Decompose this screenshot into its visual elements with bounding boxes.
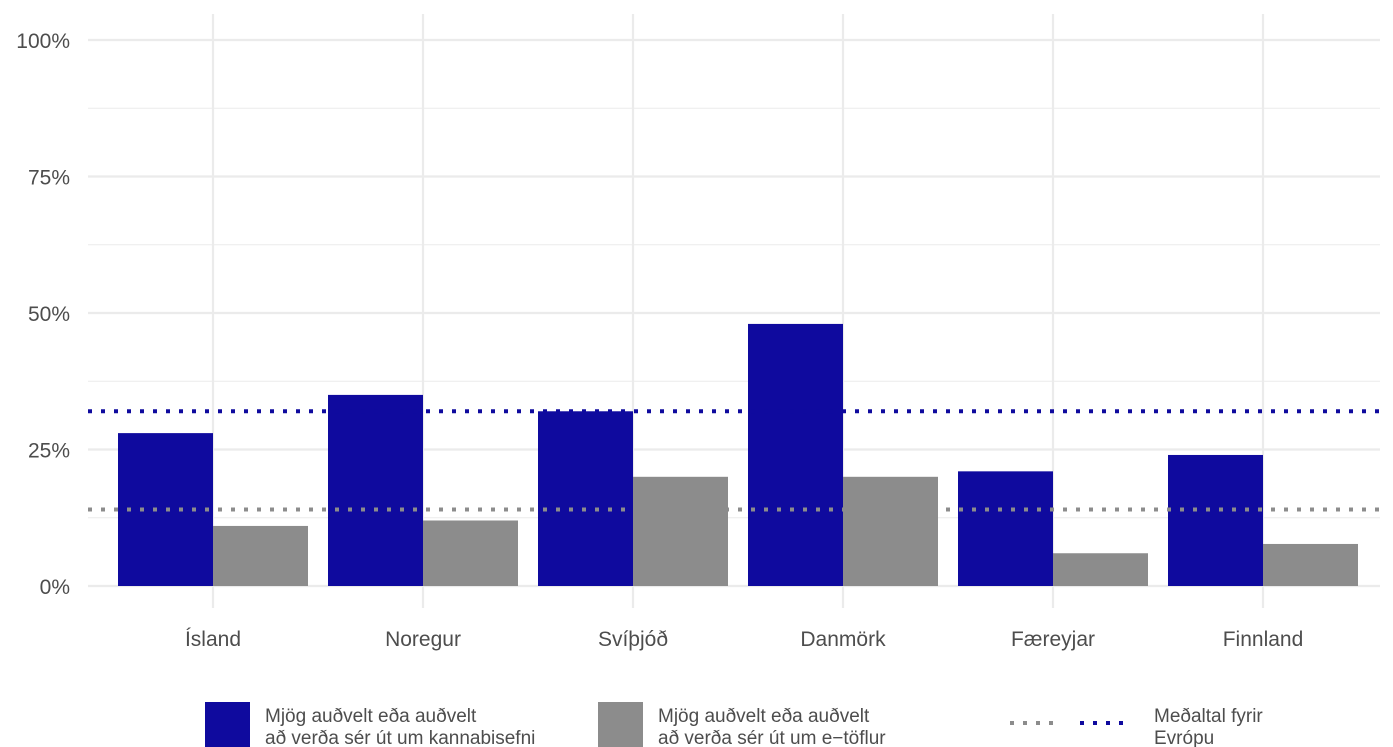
bar (328, 394, 423, 586)
x-axis-labels: Ísland Noregur Svíþjóð Danmörk Færeyjar Finnl… (185, 628, 1303, 651)
legend-label: að verða sér út um kannabisefni (265, 728, 535, 747)
bar (958, 471, 1053, 586)
bar (423, 520, 518, 586)
legend-label: að verða sér út um e−töflur (658, 728, 886, 747)
y-tick-label: 75% (28, 167, 70, 190)
bar (843, 476, 938, 586)
x-tick-label: Færeyjar (1011, 628, 1095, 651)
x-tick-label: Danmörk (800, 628, 886, 651)
x-tick-label: Noregur (385, 628, 461, 651)
legend-swatch (205, 702, 250, 747)
bar (748, 323, 843, 586)
bar (633, 476, 728, 586)
legend-label: Mjög auðvelt eða auðvelt (265, 706, 477, 727)
legend-swatch (598, 702, 643, 747)
x-tick-label: Ísland (185, 628, 241, 651)
legend-label: Evrópu (1154, 728, 1214, 747)
bar (1168, 454, 1263, 586)
x-tick-label: Svíþjóð (598, 628, 668, 651)
y-tick-label: 25% (28, 440, 70, 463)
y-axis-labels: 0% 25% 50% 75% 100% (16, 30, 70, 599)
y-tick-label: 100% (16, 30, 70, 53)
bar (118, 433, 213, 586)
bar (1263, 543, 1358, 586)
y-tick-label: 0% (40, 576, 70, 599)
legend-label: Meðaltal fyrir (1154, 706, 1263, 727)
bar (213, 525, 308, 586)
bar (1053, 553, 1148, 586)
y-tick-label: 50% (28, 303, 70, 326)
bar (538, 411, 633, 586)
bars (118, 323, 1358, 586)
x-tick-label: Finnland (1223, 628, 1304, 651)
legend-label: Mjög auðvelt eða auðvelt (658, 706, 870, 727)
